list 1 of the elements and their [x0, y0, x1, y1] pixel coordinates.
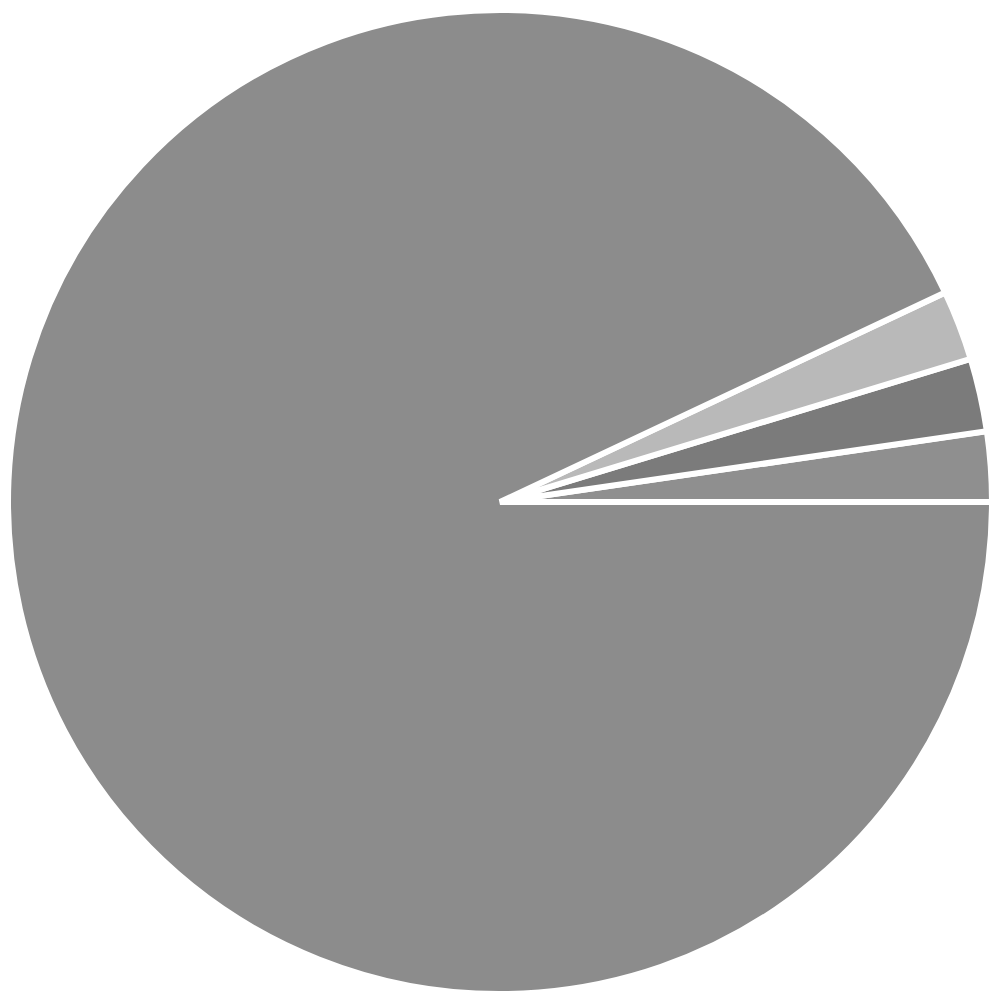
pie-slice: [5, 7, 995, 997]
